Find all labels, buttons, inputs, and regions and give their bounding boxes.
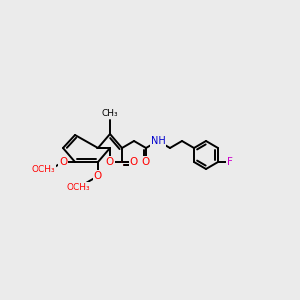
Text: F: F [227, 157, 233, 167]
Text: O: O [106, 157, 114, 167]
Text: OCH₃: OCH₃ [66, 182, 90, 191]
Text: OCH₃: OCH₃ [31, 164, 55, 173]
Text: O: O [59, 157, 67, 167]
Text: NH: NH [151, 136, 165, 146]
Text: O: O [142, 157, 150, 167]
Text: O: O [94, 171, 102, 181]
Text: CH₃: CH₃ [102, 110, 118, 118]
Text: O: O [130, 157, 138, 167]
